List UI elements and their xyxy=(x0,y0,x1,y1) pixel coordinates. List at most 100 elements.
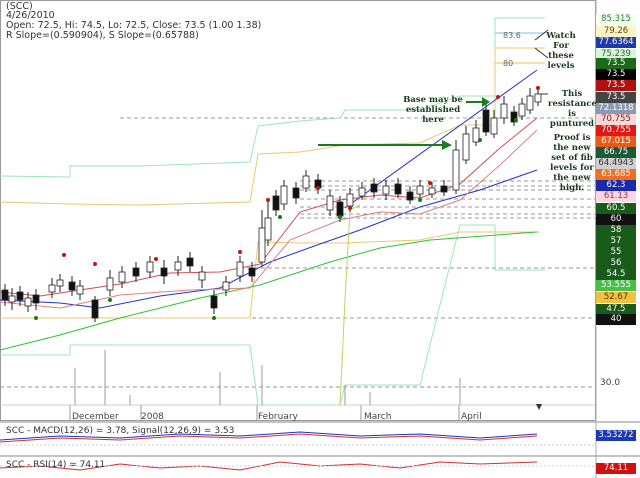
base-note: Base may be established here xyxy=(402,95,464,125)
price-level-tag: 73.5 xyxy=(596,69,636,80)
swing-low-marker xyxy=(108,298,112,302)
watch-pointer xyxy=(534,29,549,41)
scroll-triangle-icon xyxy=(536,404,542,410)
swing-low-marker xyxy=(278,215,282,219)
ma-50-line xyxy=(0,169,538,309)
fib-label: 80 xyxy=(503,59,513,68)
candle-body xyxy=(174,261,182,271)
candle-body xyxy=(292,187,300,199)
swing-high-marker xyxy=(93,262,97,266)
price-level-tag: 73.5 xyxy=(596,58,636,69)
candle-body xyxy=(280,185,288,205)
swing-low-marker xyxy=(338,215,342,219)
candle-body xyxy=(416,185,424,195)
rsi-label: SCC - RSI(14) = 74.11 xyxy=(6,460,106,470)
swing-high-marker xyxy=(266,198,270,202)
swing-high-marker xyxy=(428,181,432,185)
price-level-tag: 52.67 xyxy=(596,292,636,303)
proof-note: Proof is the new set of fib levels for t… xyxy=(547,133,597,193)
price-level-tag: 47.5 xyxy=(596,304,636,315)
candle-body xyxy=(186,257,194,267)
candle-body xyxy=(48,284,56,293)
price-level-tag: 54.5 xyxy=(596,269,636,280)
price-level-tag: 40 xyxy=(596,314,636,325)
proof-note-line: the new xyxy=(553,143,591,153)
month-label: April xyxy=(461,412,482,422)
base-note-line: Base may be xyxy=(403,95,463,105)
price-level-tag: 79.26 xyxy=(596,26,636,37)
candle-body xyxy=(236,261,244,277)
watch-note-line: For xyxy=(553,41,569,51)
candle-body xyxy=(336,201,344,217)
candle-body xyxy=(132,267,140,277)
slope-readout: R Slope=(0.590904), S Slope=(0.65788) xyxy=(6,30,199,41)
candle-body xyxy=(272,195,280,211)
candle-body xyxy=(358,187,366,197)
chart-symbol: (SCC) xyxy=(6,1,33,12)
candle-body xyxy=(326,195,334,211)
candle-body xyxy=(198,271,206,281)
price-level-tag: 73.5 xyxy=(596,80,636,91)
watch-levels-note: Watch For these levels xyxy=(546,31,576,71)
candle-body xyxy=(210,295,218,309)
macd-line xyxy=(0,431,538,441)
swing-high-marker xyxy=(316,186,320,190)
candle-body xyxy=(24,297,32,307)
resistance-note-line: resistance xyxy=(548,99,597,109)
candle-body xyxy=(428,187,436,195)
candle-body xyxy=(222,281,230,291)
ma-fast-line xyxy=(339,204,361,406)
base-note-line: here xyxy=(422,115,444,125)
candle-body xyxy=(32,294,40,304)
candle-body xyxy=(472,127,480,143)
candle-body xyxy=(106,277,114,291)
base-arrow-head xyxy=(442,140,452,150)
month-label: March xyxy=(364,412,392,422)
price-level-tag: 85.315 xyxy=(596,14,636,25)
resistance-note-line: is xyxy=(567,109,576,119)
upper-envelope xyxy=(0,47,545,206)
candle-body xyxy=(370,183,378,193)
swing-high-marker xyxy=(496,95,500,99)
price-level-tag: 60.5 xyxy=(596,203,636,214)
price-level-tag: 56 xyxy=(596,258,636,269)
candle-body xyxy=(160,267,168,277)
ohlc-readout: Open: 72.5, Hi: 74.5, Lo: 72.5, Close: 7… xyxy=(6,20,262,31)
price-level-tag: 55 xyxy=(596,247,636,258)
ma-200-line xyxy=(0,231,538,351)
base-note-line: established xyxy=(405,105,461,115)
price-level-tag: 77.6364 xyxy=(596,37,636,48)
proof-note-line: set of fib xyxy=(551,153,593,163)
price-level-tag: 60 xyxy=(596,214,636,225)
upper-band xyxy=(0,17,545,178)
candle-body xyxy=(534,93,542,103)
price-level-tag: 64.4943 xyxy=(596,158,636,169)
candle-body xyxy=(500,103,508,119)
candle-body xyxy=(264,217,272,241)
price-level-tag: 63.685 xyxy=(596,169,636,180)
price-level-tag: 61.13 xyxy=(596,191,636,202)
candle-body xyxy=(146,261,154,273)
candle-body xyxy=(510,111,518,123)
resistance-note: This resistance is puntured xyxy=(548,89,597,129)
resistance-note-line: This xyxy=(561,89,583,99)
axis-tick-label: 30.0 xyxy=(600,378,621,388)
candle-body xyxy=(258,227,266,263)
candle-body xyxy=(462,133,470,161)
watch-note-line: these xyxy=(548,51,574,61)
candle-body xyxy=(382,185,390,195)
candle-body xyxy=(394,183,402,195)
price-level-tag: 72.1318 xyxy=(596,103,636,114)
month-label: December xyxy=(72,412,119,422)
price-level-tag: 58 xyxy=(596,225,636,236)
proof-note-line: Proof is xyxy=(553,133,591,143)
lower-band xyxy=(0,224,545,406)
lower-envelope xyxy=(0,231,540,319)
chart-date: 4/26/2010 xyxy=(6,10,55,21)
price-level-tag: 57 xyxy=(596,236,636,247)
candle-body xyxy=(302,175,310,189)
resistance-note-line: puntured xyxy=(549,119,595,129)
swing-high-marker xyxy=(238,250,242,254)
